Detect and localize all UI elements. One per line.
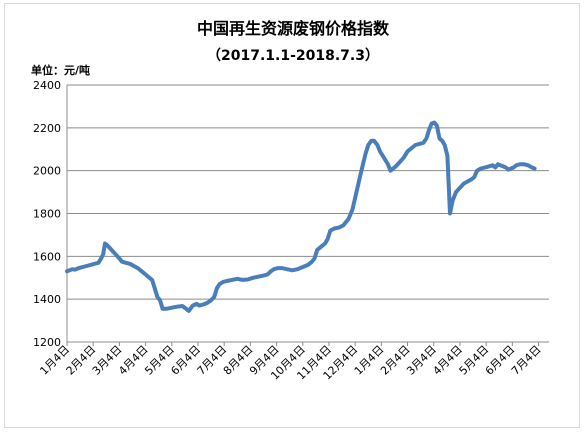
series-layer <box>65 120 537 313</box>
y-tick-label: 2000 <box>33 165 61 178</box>
y-tick-label: 1400 <box>33 293 61 306</box>
y-axis-ticks: 1200 1400 1600 1800 2000 2200 2400 <box>33 79 61 349</box>
x-axis-ticks: 1月4日2月4日3月4日4月4日5月4日6月4日7月4日8月4日9月4日10月4… <box>37 342 544 383</box>
y-tick-label: 2400 <box>33 79 61 92</box>
line-chart: 中国再生资源废钢价格指数 （2017.1.1-2018.7.3） 单位：元/吨 … <box>31 19 549 383</box>
y-tick-label: 1600 <box>33 250 61 263</box>
y-tick-label: 2200 <box>33 122 61 135</box>
chart-subtitle: （2017.1.1-2018.7.3） <box>207 48 379 64</box>
chart-frame: 中国再生资源废钢价格指数 （2017.1.1-2018.7.3） 单位：元/吨 … <box>4 3 580 428</box>
y-tick-label: 1800 <box>33 208 61 221</box>
unit-label: 单位：元/吨 <box>31 63 90 77</box>
x-tick-label: 7月4日 <box>509 343 544 378</box>
gridlines <box>66 84 549 343</box>
chart-title: 中国再生资源废钢价格指数 <box>197 19 390 38</box>
y-tick-label: 1200 <box>33 336 61 349</box>
series-line-0 <box>65 120 537 313</box>
